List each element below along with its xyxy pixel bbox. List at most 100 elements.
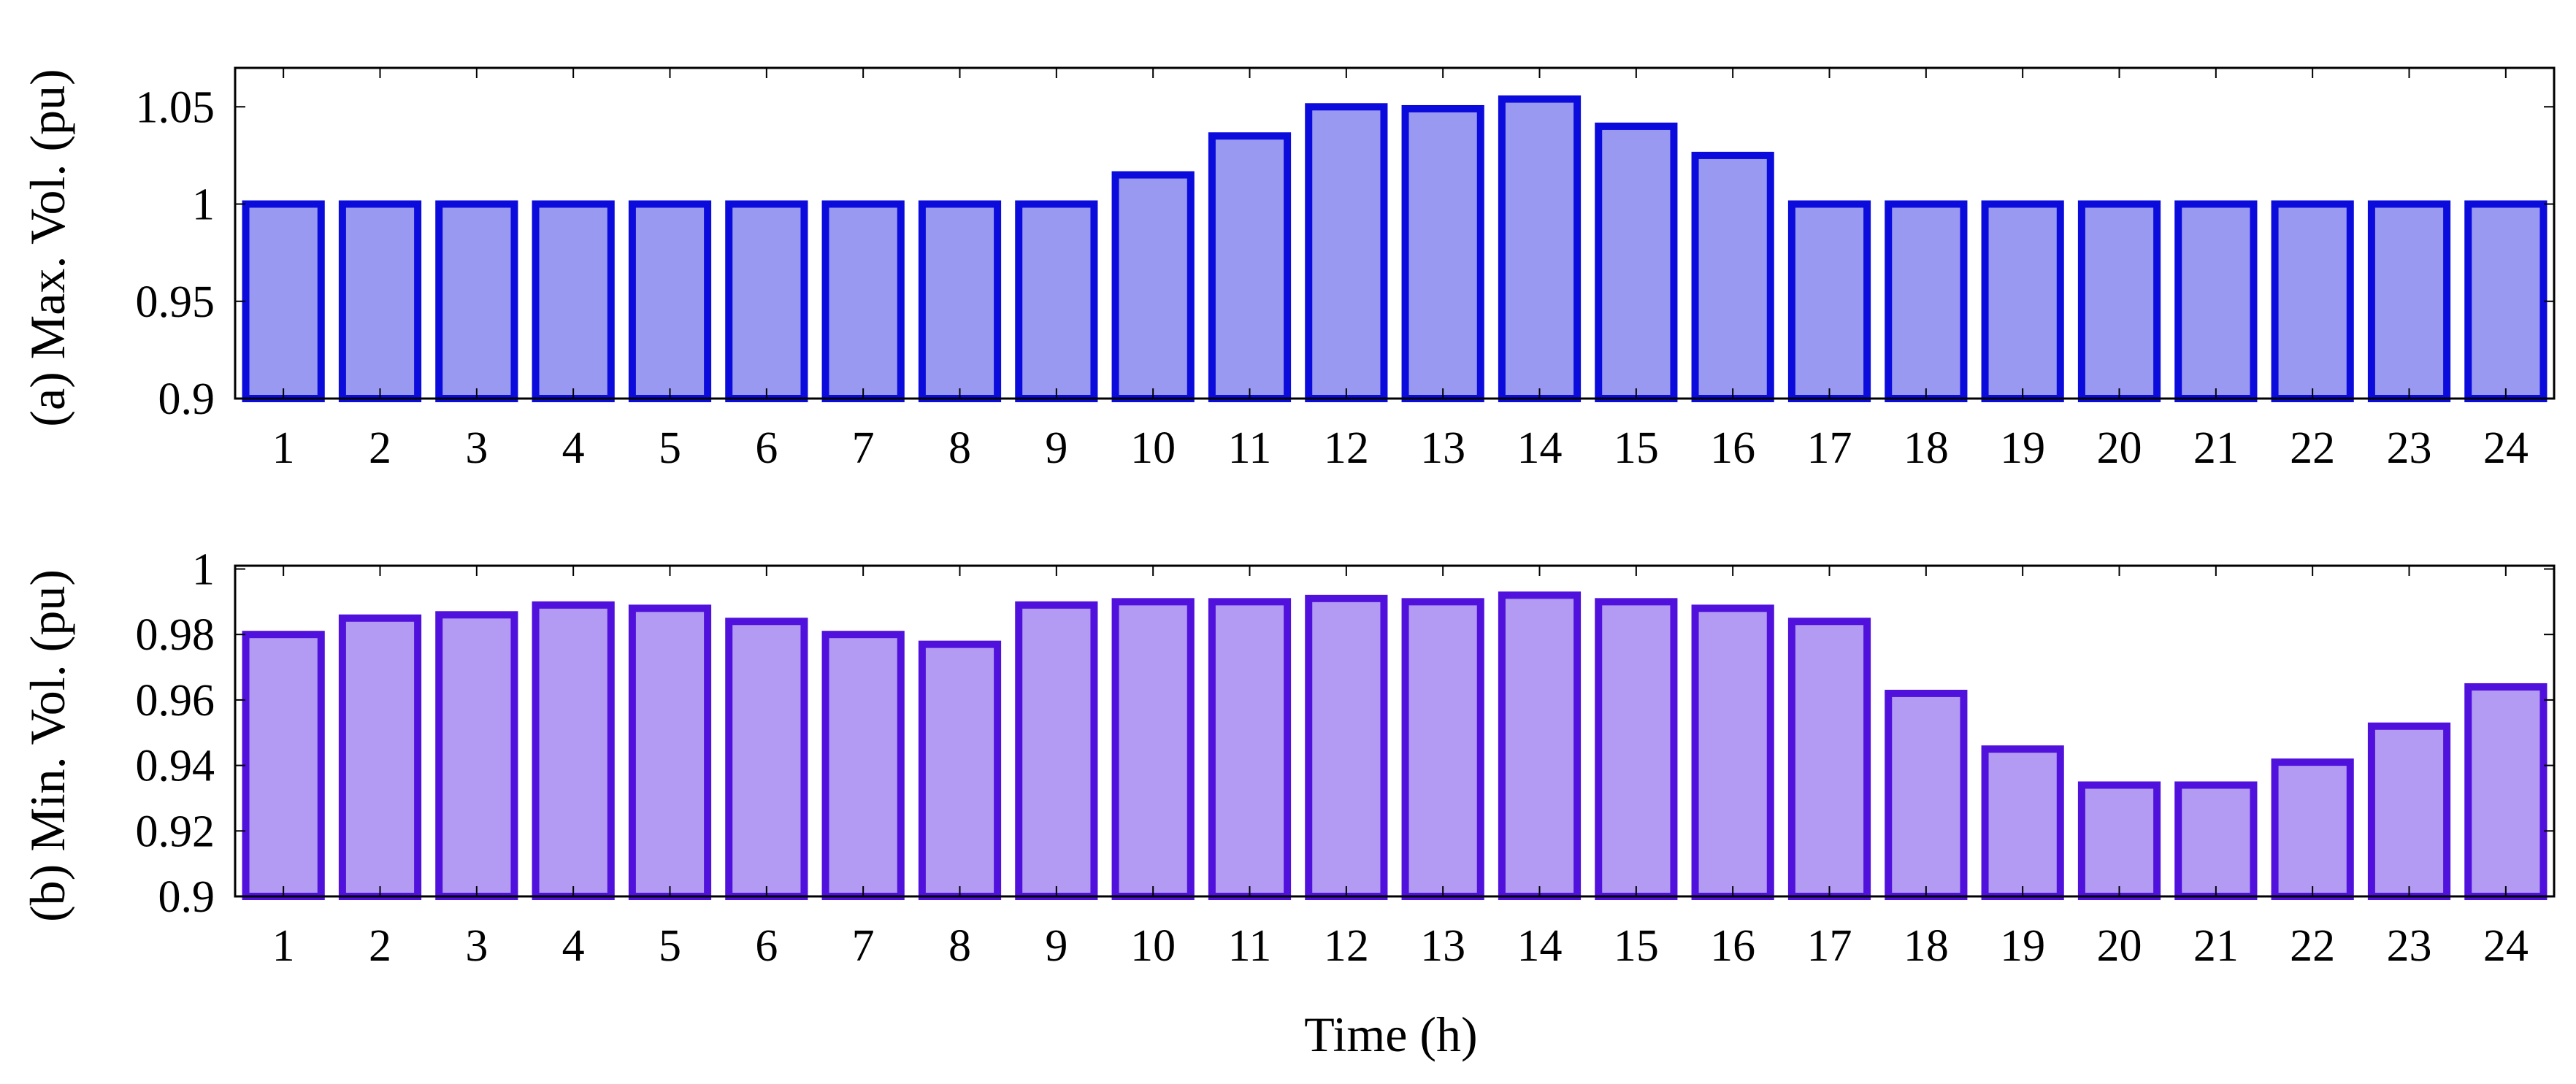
y-tick-label: 0.9 bbox=[158, 872, 215, 922]
y-tick-label: 0.92 bbox=[136, 807, 215, 856]
x-tick-label: 22 bbox=[2290, 921, 2335, 971]
x-tick-label: 24 bbox=[2483, 921, 2529, 971]
bar-6 bbox=[725, 200, 808, 402]
bar-2 bbox=[338, 614, 422, 900]
bar-8 bbox=[918, 200, 1002, 402]
y-tick-label: 0.98 bbox=[136, 610, 215, 660]
bar-2 bbox=[338, 200, 422, 402]
bar-15 bbox=[1595, 598, 1678, 900]
bar-24 bbox=[2464, 200, 2548, 402]
x-tick-label: 19 bbox=[2000, 921, 2045, 971]
bar-5 bbox=[628, 200, 712, 402]
bar-14 bbox=[1498, 95, 1582, 403]
x-tick-label: 24 bbox=[2483, 423, 2529, 473]
x-tick-label: 10 bbox=[1130, 423, 1176, 473]
bar-13 bbox=[1401, 104, 1484, 402]
y-tick-label: 0.96 bbox=[136, 676, 215, 726]
x-tick-label: 23 bbox=[2387, 423, 2432, 473]
bar-14 bbox=[1498, 591, 1582, 900]
x-tick-label: 7 bbox=[852, 423, 875, 473]
x-tick-label: 12 bbox=[1324, 423, 1369, 473]
x-tick-label: 15 bbox=[1614, 423, 1659, 473]
bar-12 bbox=[1305, 103, 1388, 402]
max-voltage-panel: 1 2 3 4 5 6 7 8 9 10 11 12 13 14 15 16 17 18 19 20 21 22 23 240… bbox=[20, 66, 2556, 473]
x-tick-label: 18 bbox=[1904, 921, 1949, 971]
bar-17 bbox=[1787, 200, 1871, 402]
x-tick-label: 11 bbox=[1228, 921, 1272, 971]
y-tick-label: 1 bbox=[192, 545, 215, 594]
bar-20 bbox=[2077, 200, 2161, 402]
x-tick-label: 16 bbox=[1710, 921, 1755, 971]
x-tick-label: 21 bbox=[2193, 921, 2239, 971]
bar-23 bbox=[2367, 722, 2451, 900]
x-tick-label: 10 bbox=[1130, 921, 1176, 971]
x-tick-label: 15 bbox=[1614, 921, 1659, 971]
y-axis-label: (a) Max. Vol. (pu) bbox=[20, 69, 75, 426]
x-tick-label: 5 bbox=[659, 423, 681, 473]
x-tick-label: 8 bbox=[948, 423, 971, 473]
x-tick-label: 3 bbox=[465, 423, 488, 473]
x-tick-label: 23 bbox=[2387, 921, 2432, 971]
x-tick-label: 17 bbox=[1807, 423, 1852, 473]
x-tick-label: 19 bbox=[2000, 423, 2045, 473]
y-tick-label: 1.05 bbox=[136, 82, 215, 132]
x-tick-label: 16 bbox=[1710, 423, 1755, 473]
bar-16 bbox=[1691, 604, 1774, 900]
bar-20 bbox=[2077, 781, 2161, 901]
bar-21 bbox=[2174, 781, 2258, 901]
bar-10 bbox=[1111, 598, 1195, 900]
x-tick-label: 8 bbox=[948, 921, 971, 971]
x-tick-label: 14 bbox=[1517, 921, 1563, 971]
x-tick-label: 12 bbox=[1324, 921, 1369, 971]
bar-21 bbox=[2174, 200, 2258, 402]
bar-3 bbox=[435, 200, 518, 402]
bar-13 bbox=[1401, 598, 1484, 900]
x-tick-label: 1 bbox=[272, 423, 295, 473]
bar-9 bbox=[1015, 601, 1098, 900]
bar-6 bbox=[725, 618, 808, 900]
bar-7 bbox=[821, 631, 905, 900]
bar-3 bbox=[435, 611, 518, 900]
x-tick-label: 18 bbox=[1904, 423, 1949, 473]
x-tick-label: 21 bbox=[2193, 423, 2239, 473]
bar-11 bbox=[1208, 598, 1292, 900]
x-tick-label: 13 bbox=[1420, 423, 1465, 473]
x-tick-label: 2 bbox=[369, 423, 391, 473]
y-axis-label: (b) Min. Vol. (pu) bbox=[20, 569, 75, 922]
bar-22 bbox=[2271, 758, 2354, 900]
bar-11 bbox=[1208, 132, 1292, 402]
x-tick-label: 3 bbox=[465, 921, 488, 971]
bar-12 bbox=[1305, 594, 1388, 901]
x-tick-label: 13 bbox=[1420, 921, 1465, 971]
bar-9 bbox=[1015, 200, 1098, 402]
x-tick-label: 7 bbox=[852, 921, 875, 971]
bar-23 bbox=[2367, 200, 2451, 402]
bar-19 bbox=[1981, 745, 2064, 901]
y-tick-label: 0.9 bbox=[158, 374, 215, 424]
x-tick-label: 1 bbox=[272, 921, 295, 971]
bar-4 bbox=[532, 200, 615, 402]
y-tick-label: 1 bbox=[192, 180, 215, 230]
bar-1 bbox=[242, 200, 325, 402]
bar-16 bbox=[1691, 151, 1774, 402]
x-tick-label: 20 bbox=[2097, 423, 2142, 473]
plot-frame bbox=[234, 66, 2556, 400]
bar-18 bbox=[1885, 200, 1968, 402]
x-tick-label: 20 bbox=[2097, 921, 2142, 971]
x-tick-label: 9 bbox=[1045, 423, 1067, 473]
x-tick-label: 6 bbox=[755, 921, 778, 971]
bar-19 bbox=[1981, 200, 2064, 402]
min-voltage-panel: 1 2 3 4 5 6 7 8 9 10 11 12 13 14 15 16 17 18 19 20 21 22 23 240… bbox=[20, 545, 2556, 971]
x-tick-label: 14 bbox=[1517, 423, 1563, 473]
x-tick-label: 17 bbox=[1807, 921, 1852, 971]
y-tick-label: 0.94 bbox=[136, 742, 215, 791]
x-tick-label: 4 bbox=[562, 423, 585, 473]
x-tick-label: 5 bbox=[659, 921, 681, 971]
bar-5 bbox=[628, 604, 712, 900]
bar-4 bbox=[532, 601, 615, 900]
bar-24 bbox=[2464, 683, 2548, 900]
bar-10 bbox=[1111, 171, 1195, 402]
x-tick-label: 2 bbox=[369, 921, 391, 971]
x-axis-label: Time (h) bbox=[1304, 1007, 1477, 1062]
